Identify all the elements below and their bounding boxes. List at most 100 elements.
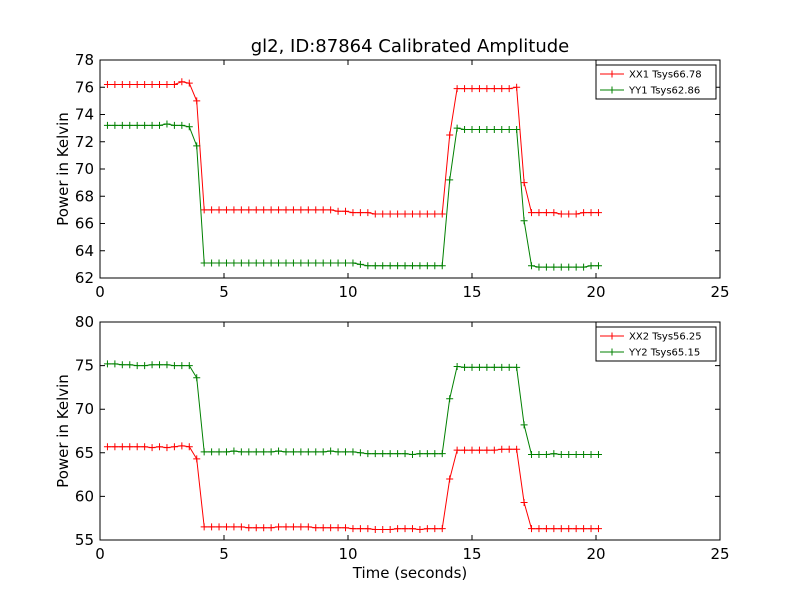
data-point xyxy=(468,363,476,371)
data-point xyxy=(386,262,394,270)
data-point xyxy=(156,361,164,369)
y-tick-label: 70 xyxy=(75,160,94,178)
data-point xyxy=(356,209,364,217)
data-point xyxy=(386,210,394,218)
data-point xyxy=(490,125,498,133)
data-point xyxy=(364,450,372,458)
data-point xyxy=(475,85,483,93)
data-point xyxy=(498,85,506,93)
data-point xyxy=(594,525,602,533)
data-point xyxy=(215,523,223,531)
data-point xyxy=(126,81,134,89)
data-point xyxy=(594,451,602,459)
data-point xyxy=(505,445,513,453)
data-point xyxy=(148,361,156,369)
series-1-2 xyxy=(103,120,602,271)
legend-label: YY1 Tsys62.86 xyxy=(628,86,700,97)
data-point xyxy=(222,448,230,456)
data-point xyxy=(475,446,483,454)
series-2-2 xyxy=(103,360,602,459)
data-point xyxy=(535,209,543,217)
data-point xyxy=(401,525,409,533)
data-point xyxy=(103,121,111,129)
data-point xyxy=(267,206,275,214)
data-point xyxy=(208,448,216,456)
legend-marker xyxy=(608,86,616,94)
data-point xyxy=(289,259,297,267)
data-point xyxy=(408,525,416,533)
data-point xyxy=(379,526,387,534)
x-tick-label: 25 xyxy=(710,283,729,301)
data-point xyxy=(535,451,543,459)
x-tick-label: 10 xyxy=(338,545,357,563)
data-point xyxy=(542,263,550,271)
data-point xyxy=(528,262,536,270)
data-point xyxy=(275,206,283,214)
data-point xyxy=(327,447,335,455)
data-point xyxy=(416,526,424,534)
data-point xyxy=(461,363,469,371)
data-point xyxy=(349,448,357,456)
data-point xyxy=(282,448,290,456)
x-tick-label: 25 xyxy=(710,545,729,563)
y-tick-label: 62 xyxy=(75,269,94,287)
bottom-plot: 0 5 10 15 20 25 55 60 65 70 75 80 Power in Kelvin XX2… xyxy=(54,313,730,563)
legend: XX2 Tsys56.25 YY2 Tsys65.15 xyxy=(595,326,717,362)
data-point xyxy=(483,85,491,93)
data-point xyxy=(170,121,178,129)
data-point xyxy=(103,81,111,89)
data-point xyxy=(513,83,521,91)
data-point xyxy=(587,525,595,533)
legend-marker xyxy=(608,70,616,78)
data-point xyxy=(394,525,402,533)
data-point xyxy=(327,206,335,214)
data-point xyxy=(431,525,439,533)
data-point xyxy=(386,450,394,458)
legend-item: YY2 Tsys65.15 xyxy=(600,348,700,359)
data-point xyxy=(141,81,149,89)
data-point xyxy=(565,210,573,218)
data-point xyxy=(453,362,461,370)
data-point xyxy=(215,259,223,267)
data-point xyxy=(505,125,513,133)
data-point xyxy=(423,525,431,533)
data-point xyxy=(126,121,134,129)
data-point xyxy=(319,206,327,214)
data-point xyxy=(200,259,208,267)
y-tick-label: 65 xyxy=(75,444,94,462)
data-point xyxy=(185,123,193,131)
data-point xyxy=(260,448,268,456)
data-point xyxy=(185,443,193,451)
data-point xyxy=(178,362,186,370)
data-point xyxy=(282,523,290,531)
data-point xyxy=(156,443,164,451)
data-point xyxy=(446,475,454,483)
data-point xyxy=(208,523,216,531)
data-point xyxy=(200,523,208,531)
data-point xyxy=(103,443,111,451)
data-point xyxy=(304,206,312,214)
data-point xyxy=(572,263,580,271)
data-point xyxy=(103,360,111,368)
data-point xyxy=(594,262,602,270)
legend-label: YY2 Tsys65.15 xyxy=(628,348,700,359)
data-point xyxy=(312,206,320,214)
data-point xyxy=(483,125,491,133)
data-point xyxy=(297,259,305,267)
data-point xyxy=(163,120,171,128)
data-point xyxy=(394,262,402,270)
data-point xyxy=(163,81,171,89)
data-point xyxy=(349,209,357,217)
data-point xyxy=(542,209,550,217)
data-point xyxy=(342,207,350,215)
series-line xyxy=(107,445,599,531)
top-plot: 0 5 10 15 20 25 62 64 66 68 70 72 74 76 78 Power in Kel… xyxy=(54,51,730,301)
data-point xyxy=(513,363,521,371)
data-point xyxy=(267,259,275,267)
series-line xyxy=(107,81,599,215)
data-point xyxy=(565,525,573,533)
data-point xyxy=(141,362,149,370)
data-point xyxy=(431,210,439,218)
data-point xyxy=(312,259,320,267)
